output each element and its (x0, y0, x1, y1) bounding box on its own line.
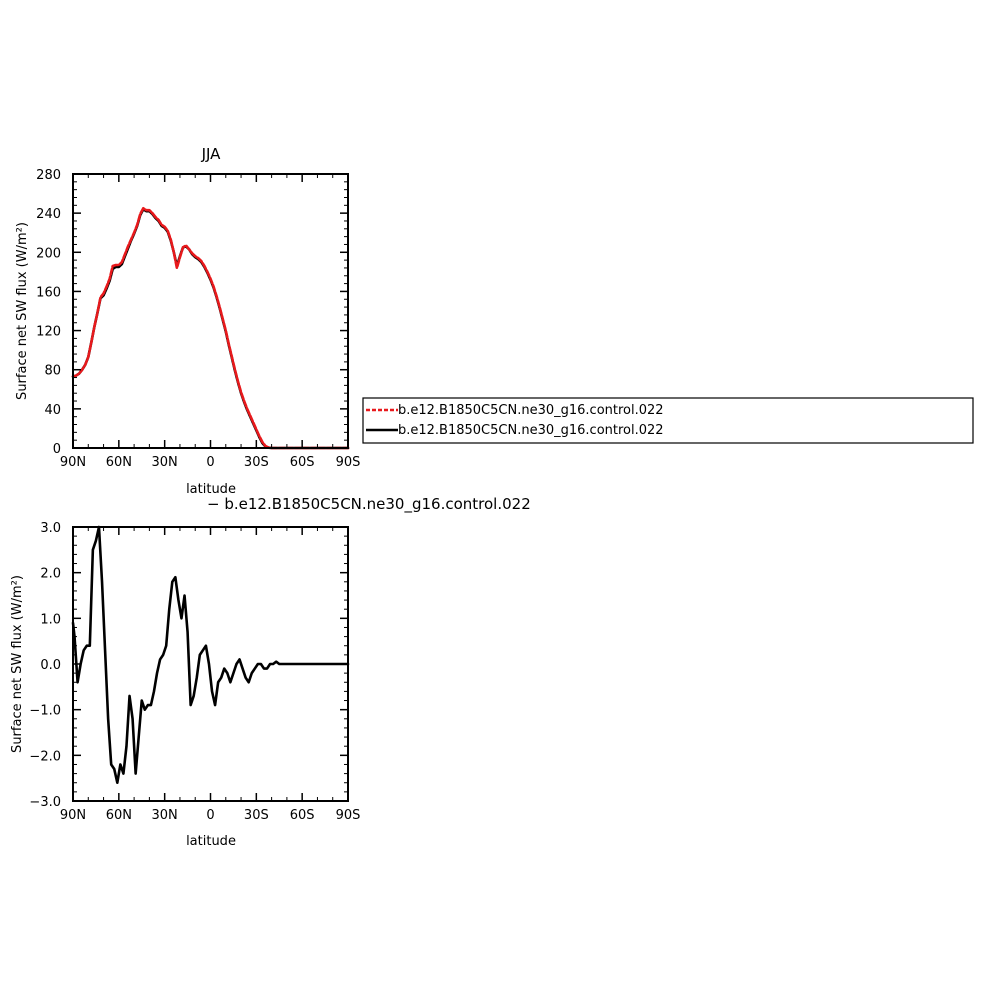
y-tick-label: 120 (36, 325, 61, 340)
x-tick-label: 90N (60, 808, 86, 823)
y-tick-label: −3.0 (29, 795, 61, 810)
y-tick-label: 3.0 (40, 521, 61, 536)
y-tick-label: 80 (44, 364, 61, 379)
legend: b.e12.B1850C5CN.ne30_g16.control.022 b.e… (362, 397, 974, 444)
x-tick-label: 30S (244, 808, 269, 823)
x-tick-label: 90S (336, 455, 361, 470)
y-tick-label: 0.0 (40, 658, 61, 673)
x-tick-label: 60N (106, 455, 132, 470)
x-tick-label: 30S (244, 455, 269, 470)
x-tick-label: 30N (152, 808, 178, 823)
x-tick-label: 60S (290, 455, 315, 470)
y-tick-label: 200 (36, 246, 61, 261)
bottom-y-axis-title: Surface net SW flux (W/m²) (10, 575, 25, 753)
legend-label-red: b.e12.B1850C5CN.ne30_g16.control.022 (398, 403, 664, 418)
series-line-red (71, 206, 350, 450)
x-tick-label: 90N (60, 455, 86, 470)
top-y-axis-title: Surface net SW flux (W/m²) (15, 222, 30, 400)
bottom-x-axis-title: latitude (186, 834, 236, 849)
legend-box (362, 397, 974, 444)
top-plot-frame (72, 173, 349, 449)
x-tick-label: 0 (206, 455, 214, 470)
y-tick-label: 1.0 (40, 612, 61, 627)
top-panel: JJA 90N 60N 30N 0 30S 60S 90S 0 40 80 120 160 200 240… (15, 145, 360, 497)
x-tick-label: 90S (336, 808, 361, 823)
x-tick-label: 0 (206, 808, 214, 823)
y-tick-label: 280 (36, 168, 61, 183)
y-tick-label: 2.0 (40, 567, 61, 582)
y-tick-label: 240 (36, 207, 61, 222)
y-tick-label: 40 (44, 403, 61, 418)
legend-label-black: b.e12.B1850C5CN.ne30_g16.control.022 (398, 423, 664, 438)
bottom-plot-title: − b.e12.B1850C5CN.ne30_g16.control.022 (207, 495, 531, 514)
x-tick-label: 60N (106, 808, 132, 823)
series-line-black (71, 207, 350, 450)
y-tick-label: −2.0 (29, 749, 61, 764)
series-line-black (71, 525, 350, 785)
y-tick-label: −1.0 (29, 704, 61, 719)
y-tick-label: 0 (53, 442, 61, 457)
x-tick-label: 30N (152, 455, 178, 470)
top-plot-title: JJA (201, 145, 222, 163)
x-tick-label: 60S (290, 808, 315, 823)
bottom-panel: − b.e12.B1850C5CN.ne30_g16.control.022 9… (10, 495, 531, 849)
y-tick-label: 160 (36, 285, 61, 300)
top-x-axis-title: latitude (186, 482, 236, 497)
